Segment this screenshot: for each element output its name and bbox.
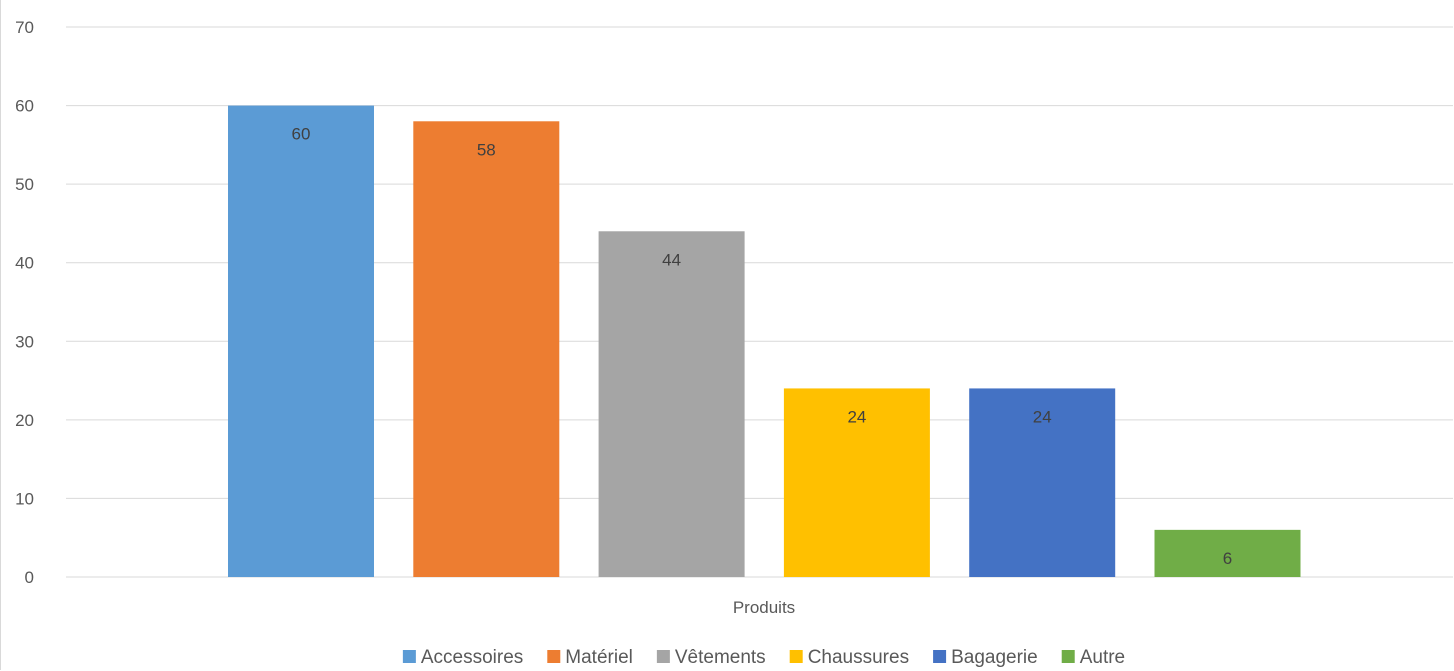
legend-label: Chaussures [808, 647, 909, 668]
data-label: 44 [662, 250, 681, 269]
legend-swatch [789, 650, 803, 663]
x-axis-title: Produits [733, 598, 795, 617]
legend-swatch [402, 650, 416, 663]
legend-item: Autre [1061, 647, 1125, 668]
legend-swatch [1061, 650, 1075, 663]
data-label: 24 [1033, 407, 1052, 426]
legend-label: Accessoires [421, 647, 523, 668]
bar-accessoires [228, 105, 374, 578]
bars [228, 105, 1301, 578]
legend-swatch [656, 650, 670, 663]
bar-matériel [413, 121, 560, 578]
data-label: 58 [477, 140, 496, 159]
data-label: 60 [292, 125, 311, 144]
legend-item: Bagagerie [933, 647, 1038, 668]
legend-item: Accessoires [402, 647, 523, 668]
y-tick-label: 30 [15, 332, 34, 351]
y-tick-label: 0 [25, 568, 34, 587]
legend-swatch [547, 650, 561, 663]
data-label: 24 [847, 407, 866, 426]
legend-item: Chaussures [789, 647, 909, 668]
y-tick-label: 60 [15, 97, 34, 116]
bar-bagagerie [969, 388, 1116, 577]
legend-swatch [933, 650, 947, 663]
y-axis-ticks: 0 10 20 30 40 50 60 70 [15, 18, 34, 587]
legend-item: Matériel [547, 647, 633, 668]
data-label: 6 [1223, 549, 1232, 568]
legend-item: Vêtements [656, 647, 766, 668]
y-tick-label: 20 [15, 411, 34, 430]
y-tick-label: 10 [15, 489, 34, 508]
legend-label: Bagagerie [951, 647, 1038, 668]
legend-label: Vêtements [675, 647, 766, 668]
legend-label: Matériel [565, 647, 633, 668]
bar-vêtements [598, 231, 745, 578]
bar-chaussures [783, 388, 930, 577]
bar-autre [1154, 529, 1301, 577]
data-labels: 60 58 44 24 24 6 [292, 125, 1233, 568]
y-tick-label: 40 [15, 254, 34, 273]
y-tick-label: 70 [15, 18, 34, 37]
legend: Accessoires Matériel Vêtements Chaussures Ba… [402, 647, 1125, 668]
legend-label: Autre [1080, 647, 1125, 668]
y-tick-label: 50 [15, 175, 34, 194]
